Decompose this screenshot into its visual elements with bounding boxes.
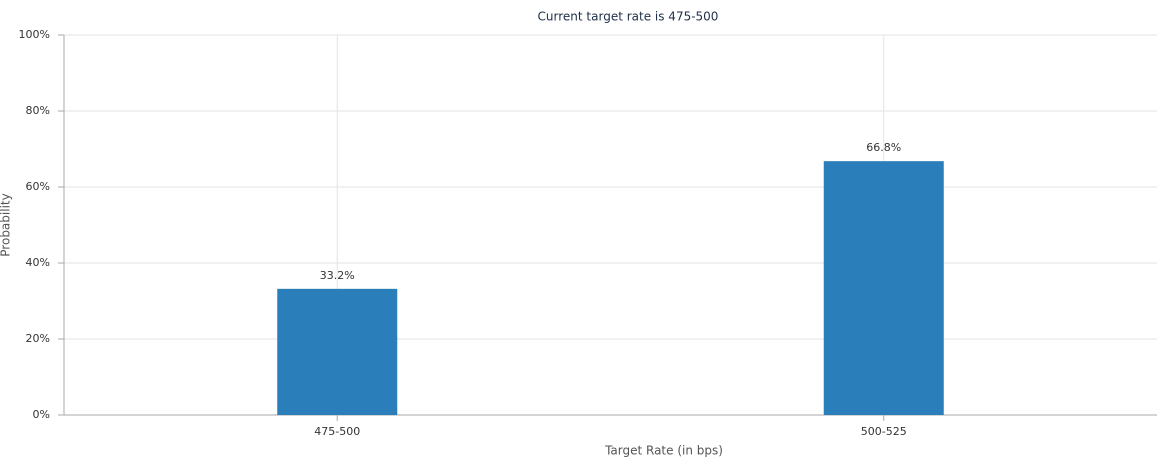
y-tick-label: 0% (33, 408, 50, 421)
bar (277, 288, 398, 415)
x-tick-label: 500-525 (861, 425, 907, 438)
value-label: 33.2% (320, 269, 355, 282)
y-tick-label: 40% (26, 256, 50, 269)
y-tick-label: 20% (26, 332, 50, 345)
y-tick-label: 80% (26, 104, 50, 117)
y-tick-label: 100% (19, 28, 50, 41)
bar (823, 161, 944, 415)
x-tick-label: 475-500 (314, 425, 360, 438)
value-label: 66.8% (866, 141, 901, 154)
y-tick-label: 60% (26, 180, 50, 193)
x-axis-title: Target Rate (in bps) (604, 444, 723, 458)
y-axis-title: Probability (0, 193, 13, 256)
chart-title: Current target rate is 475-500 (538, 10, 719, 24)
